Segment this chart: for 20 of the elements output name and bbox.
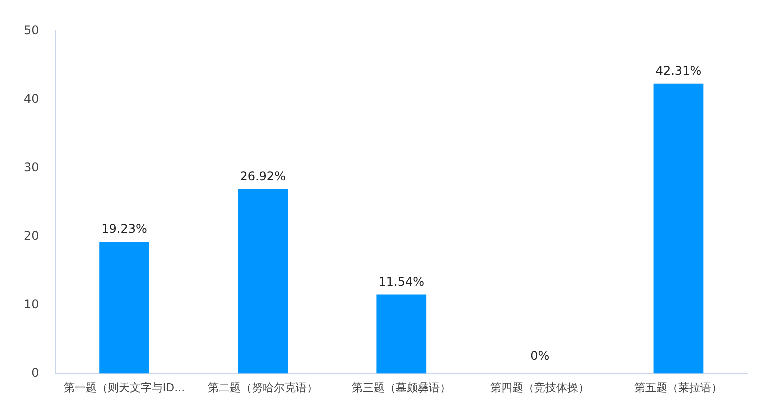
bar	[238, 189, 288, 374]
data-label: 11.54%	[378, 274, 425, 289]
data-label: 19.23%	[102, 222, 148, 236]
x-tick-label: 第四题（竞技体操）	[490, 381, 590, 394]
bar	[100, 242, 150, 374]
y-tick-label: 0	[32, 366, 40, 380]
data-label: 0%	[530, 348, 550, 363]
data-label: 26.92%	[240, 169, 286, 184]
y-tick-label: 30	[24, 160, 40, 174]
y-tick-label: 20	[24, 228, 40, 243]
x-tick-label: 第一题（则天文字与ID...	[64, 381, 186, 394]
bar	[654, 84, 704, 374]
bar	[376, 294, 427, 374]
x-tick-label: 第二题（努哈尔克语）	[208, 381, 318, 394]
data-label: 42.31%	[656, 64, 702, 78]
y-tick-label: 40	[24, 92, 40, 106]
x-tick-label: 第五题（莱拉语）	[634, 381, 723, 394]
y-tick-label: 50	[24, 23, 40, 38]
y-tick-label: 10	[24, 297, 40, 312]
x-tick-label: 第三题（墓颇彝语）	[352, 381, 452, 394]
